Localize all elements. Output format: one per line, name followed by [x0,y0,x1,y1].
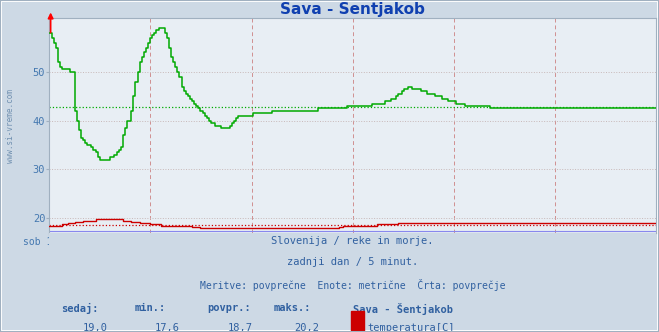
Text: www.si-vreme.com: www.si-vreme.com [5,89,14,163]
Text: sedaj:: sedaj: [61,303,99,314]
Text: povpr.:: povpr.: [207,303,251,313]
Text: 17,6: 17,6 [155,323,180,332]
Text: 18,7: 18,7 [228,323,253,332]
Title: Sava - Šentjakob: Sava - Šentjakob [280,0,425,17]
Text: temperatura[C]: temperatura[C] [368,323,455,332]
Text: min.:: min.: [134,303,165,313]
Text: zadnji dan / 5 minut.: zadnji dan / 5 minut. [287,257,418,267]
Text: Slovenija / reke in morje.: Slovenija / reke in morje. [272,236,434,246]
Text: Meritve: povprečne  Enote: metrične  Črta: povprečje: Meritve: povprečne Enote: metrične Črta:… [200,279,505,290]
Text: 20,2: 20,2 [295,323,320,332]
Text: 19,0: 19,0 [82,323,107,332]
Text: Sava - Šentjakob: Sava - Šentjakob [353,303,453,315]
Bar [351,311,364,332]
Text: maks.:: maks.: [273,303,311,313]
